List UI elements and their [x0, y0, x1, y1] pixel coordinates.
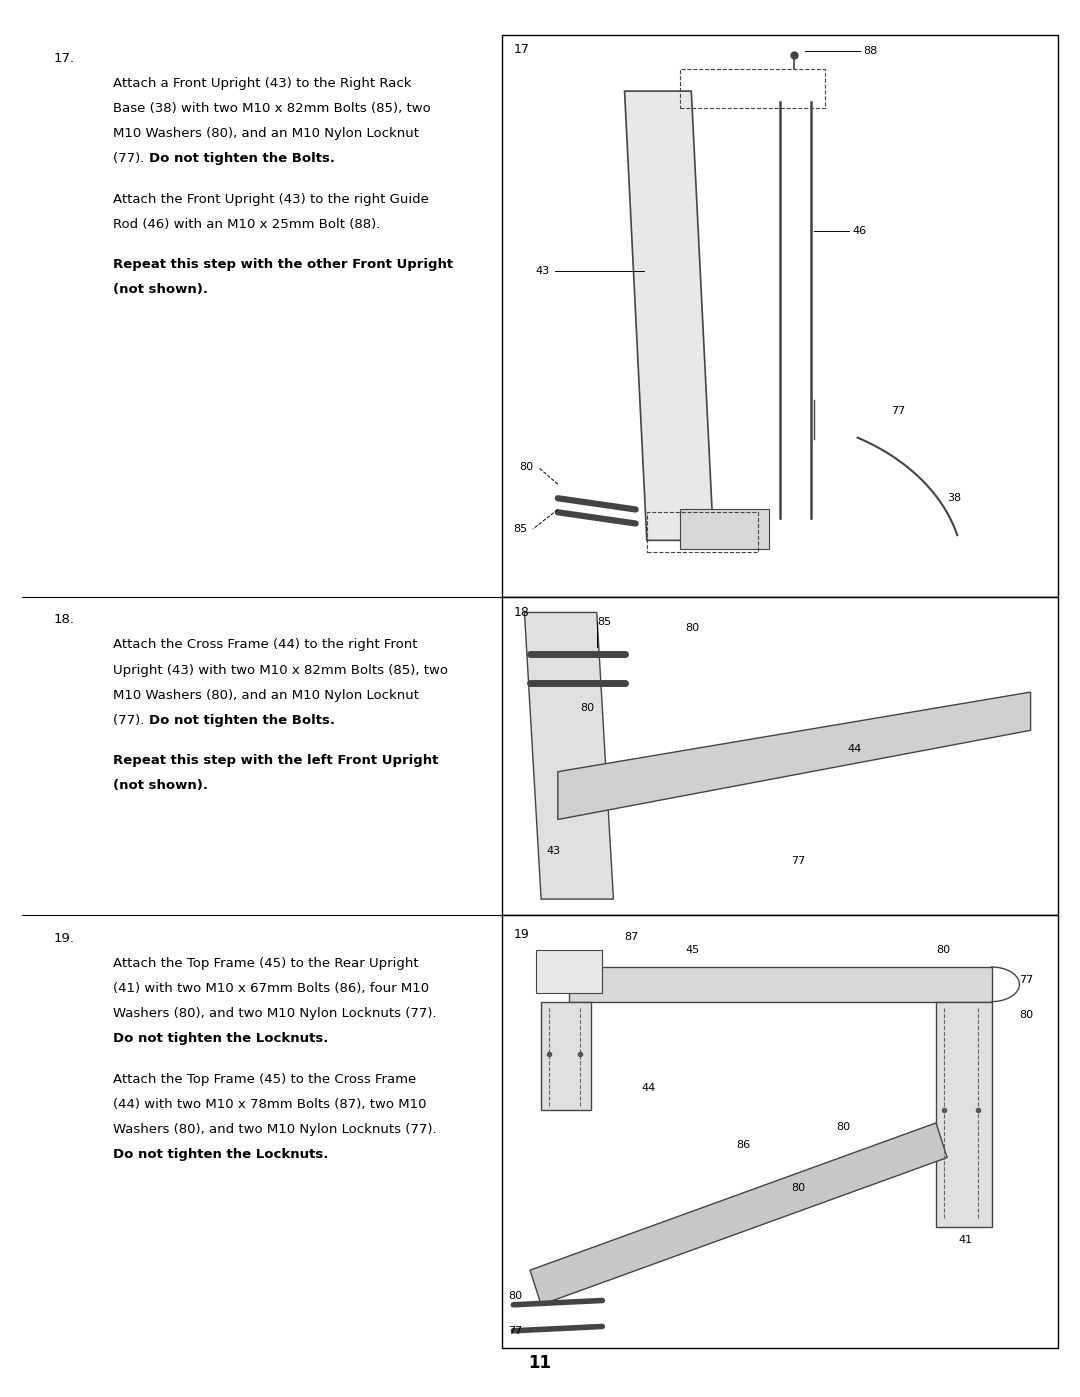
Text: 43: 43: [546, 847, 561, 856]
Text: Repeat this step with the other Front Upright: Repeat this step with the other Front Up…: [113, 258, 454, 271]
Text: 88: 88: [864, 46, 878, 56]
Text: Washers (80), and two M10 Nylon Locknuts (77).: Washers (80), and two M10 Nylon Locknuts…: [113, 1123, 437, 1136]
Text: M10 Washers (80), and an M10 Nylon Locknut: M10 Washers (80), and an M10 Nylon Lockn…: [113, 127, 419, 140]
Text: 87: 87: [624, 932, 638, 942]
Text: 17: 17: [513, 43, 529, 56]
Text: Rod (46) with an M10 x 25mm Bolt (88).: Rod (46) with an M10 x 25mm Bolt (88).: [113, 218, 381, 231]
Text: 86: 86: [735, 1140, 750, 1150]
Text: (41) with two M10 x 67mm Bolts (86), four M10: (41) with two M10 x 67mm Bolts (86), fou…: [113, 982, 430, 995]
Text: 80: 80: [936, 944, 950, 954]
Text: 38: 38: [947, 493, 961, 503]
Text: 80: 80: [792, 1183, 806, 1193]
Text: Attach the Top Frame (45) to the Rear Upright: Attach the Top Frame (45) to the Rear Up…: [113, 957, 419, 970]
Text: (77).: (77).: [113, 714, 149, 726]
Text: 77: 77: [892, 407, 906, 416]
Text: Do not tighten the Locknuts.: Do not tighten the Locknuts.: [113, 1148, 328, 1161]
Text: Washers (80), and two M10 Nylon Locknuts (77).: Washers (80), and two M10 Nylon Locknuts…: [113, 1007, 437, 1020]
Text: 46: 46: [852, 226, 867, 236]
Text: Attach a Front Upright (43) to the Right Rack: Attach a Front Upright (43) to the Right…: [113, 77, 411, 89]
Text: 80: 80: [836, 1122, 850, 1132]
Text: 19: 19: [513, 928, 529, 942]
Text: 41: 41: [958, 1235, 972, 1245]
Text: Attach the Cross Frame (44) to the right Front: Attach the Cross Frame (44) to the right…: [113, 638, 418, 651]
Text: 85: 85: [513, 524, 527, 534]
Text: 80: 80: [580, 703, 594, 712]
Text: Do not tighten the Bolts.: Do not tighten the Bolts.: [149, 152, 335, 165]
Text: (not shown).: (not shown).: [113, 284, 208, 296]
Text: (77).: (77).: [113, 152, 149, 165]
Polygon shape: [936, 1002, 991, 1227]
Text: Attach the Top Frame (45) to the Cross Frame: Attach the Top Frame (45) to the Cross F…: [113, 1073, 417, 1085]
Polygon shape: [624, 91, 714, 541]
Text: 85: 85: [597, 617, 611, 627]
Text: 77: 77: [508, 1326, 522, 1336]
Text: 17.: 17.: [54, 52, 76, 64]
Text: 43: 43: [536, 265, 550, 275]
Text: Do not tighten the Bolts.: Do not tighten the Bolts.: [149, 714, 335, 726]
Polygon shape: [530, 1123, 947, 1305]
Polygon shape: [536, 950, 603, 993]
Text: 77: 77: [792, 856, 806, 866]
Bar: [502, 915, 1058, 1348]
Polygon shape: [525, 612, 613, 900]
Text: Base (38) with two M10 x 82mm Bolts (85), two: Base (38) with two M10 x 82mm Bolts (85)…: [113, 102, 431, 115]
Text: (44) with two M10 x 78mm Bolts (87), two M10: (44) with two M10 x 78mm Bolts (87), two…: [113, 1098, 427, 1111]
Text: 80: 80: [1020, 1010, 1034, 1020]
Text: (not shown).: (not shown).: [113, 780, 208, 792]
Text: M10 Washers (80), and an M10 Nylon Locknut: M10 Washers (80), and an M10 Nylon Lockn…: [113, 689, 419, 701]
Text: 80: 80: [518, 462, 534, 472]
Text: 18.: 18.: [54, 613, 75, 626]
Text: Upright (43) with two M10 x 82mm Bolts (85), two: Upright (43) with two M10 x 82mm Bolts (…: [113, 664, 448, 676]
Bar: [502, 597, 1058, 915]
Text: 18: 18: [513, 606, 529, 619]
Polygon shape: [541, 1002, 591, 1109]
Text: 11: 11: [528, 1354, 552, 1372]
Text: 19.: 19.: [54, 932, 75, 944]
Bar: [502, 35, 1058, 597]
Polygon shape: [558, 692, 1030, 820]
Text: Do not tighten the Locknuts.: Do not tighten the Locknuts.: [113, 1032, 328, 1045]
Polygon shape: [680, 510, 769, 549]
Text: 80: 80: [686, 623, 700, 633]
Text: Repeat this step with the left Front Upright: Repeat this step with the left Front Upr…: [113, 754, 438, 767]
Text: 44: 44: [847, 745, 861, 754]
Text: 77: 77: [1020, 975, 1034, 985]
Polygon shape: [569, 967, 991, 1002]
Text: Attach the Front Upright (43) to the right Guide: Attach the Front Upright (43) to the rig…: [113, 193, 429, 205]
Text: 45: 45: [686, 944, 700, 954]
Text: 80: 80: [508, 1291, 522, 1301]
Text: 44: 44: [642, 1083, 656, 1094]
